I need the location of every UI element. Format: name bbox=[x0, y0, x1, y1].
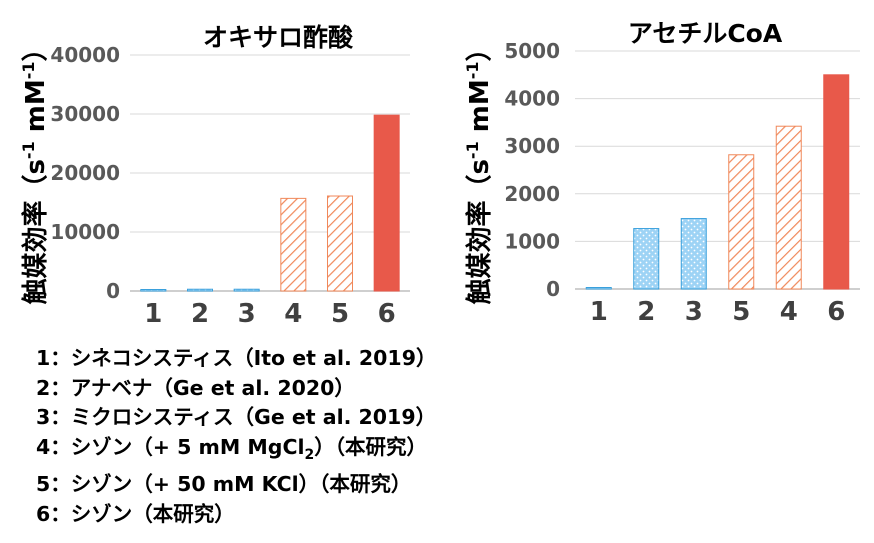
y-tick-label: 4000 bbox=[504, 87, 560, 111]
y-tick-label: 20000 bbox=[50, 161, 120, 185]
y-axis-label: 触媒効率（s-1 mM-1） bbox=[463, 35, 495, 304]
y-tick-label: 0 bbox=[546, 277, 560, 301]
bar-5 bbox=[728, 154, 755, 290]
y-tick-label: 40000 bbox=[50, 43, 120, 67]
bar-6 bbox=[823, 74, 850, 290]
legend: 1：シネコシスティス（Ito et al. 2019） 2：アナベナ（Ge et… bbox=[36, 344, 436, 529]
bar-1 bbox=[140, 289, 167, 292]
chart-title: アセチルCoA bbox=[628, 19, 783, 48]
x-tick-label: 6 bbox=[378, 299, 396, 329]
chart-title: オキサロ酢酸 bbox=[203, 23, 354, 52]
bar-5 bbox=[327, 195, 353, 292]
acetyl-coa-chart: アセチルCoA 触媒効率（s-1 mM-1） 0 1000 2000 3000 4000… bbox=[463, 19, 860, 327]
bar-3 bbox=[680, 218, 707, 290]
bar-2 bbox=[633, 228, 660, 290]
x-tick-label: 1 bbox=[590, 297, 608, 327]
x-tick-label: 1 bbox=[144, 299, 162, 329]
y-tick-label: 0 bbox=[106, 279, 120, 303]
y-tick-label: 3000 bbox=[504, 134, 560, 158]
x-tick-label: 5 bbox=[331, 299, 349, 329]
legend-item-3: 3：ミクロシスティス（Ge et al. 2019） bbox=[36, 405, 437, 429]
y-tick-label: 30000 bbox=[50, 102, 120, 126]
bar-2 bbox=[187, 288, 213, 292]
bar-3 bbox=[233, 288, 260, 292]
oxaloacetate-chart: オキサロ酢酸 触媒効率（s-1 mM-1） 0 10000 20000 30000 40… bbox=[19, 23, 410, 329]
x-tick-label: 5 bbox=[732, 297, 750, 327]
legend-item-5: 5：シゾン（+ 50 mM KCl）（本研究） bbox=[36, 472, 412, 497]
x-tick-label: 4 bbox=[284, 299, 302, 329]
bar-1 bbox=[585, 287, 612, 290]
bar-4 bbox=[775, 125, 802, 290]
x-tick-label: 4 bbox=[780, 297, 798, 327]
x-tick-label: 3 bbox=[685, 297, 703, 327]
x-tick-label: 3 bbox=[238, 299, 256, 329]
bar-4 bbox=[280, 197, 307, 292]
x-tick-label: 6 bbox=[827, 297, 845, 327]
legend-item-2: 2：アナベナ（Ge et al. 2020） bbox=[36, 375, 355, 400]
legend-item-6: 6：シゾン（本研究） bbox=[36, 501, 235, 526]
x-tick-label: 2 bbox=[191, 299, 209, 329]
bar-6 bbox=[373, 114, 400, 292]
y-tick-label: 5000 bbox=[504, 39, 560, 63]
y-tick-label: 10000 bbox=[50, 220, 120, 244]
legend-item-4: 4：シゾン（+ 5 mM MgCl2）（本研究） bbox=[36, 434, 428, 463]
legend-item-1: 1：シネコシスティス（Ito et al. 2019） bbox=[36, 346, 437, 370]
x-tick-label: 2 bbox=[637, 297, 655, 327]
y-tick-label: 1000 bbox=[504, 229, 560, 253]
y-axis-label: 触媒効率（s-1 mM-1） bbox=[19, 35, 51, 304]
y-tick-label: 2000 bbox=[504, 182, 560, 206]
charts-canvas: オキサロ酢酸 触媒効率（s-1 mM-1） 010000200003000040… bbox=[19, 19, 860, 329]
